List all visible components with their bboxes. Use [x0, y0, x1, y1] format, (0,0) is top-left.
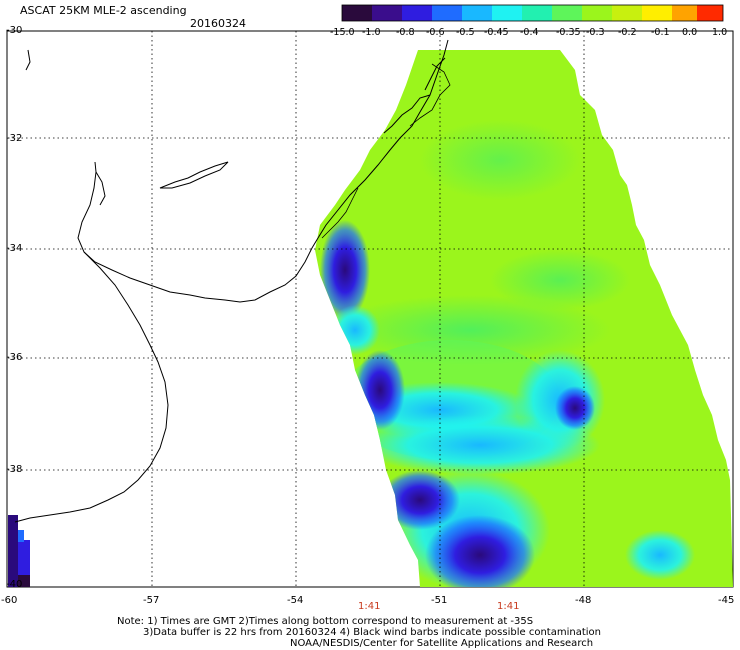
- lat-label-30: -30: [6, 25, 23, 36]
- colorbar-label: -0.45: [484, 27, 509, 38]
- pass-time-label: 1:41: [497, 601, 520, 612]
- lat-label-32: -32: [6, 133, 23, 144]
- lon-label-48: -48: [575, 595, 592, 606]
- colorbar-label: -15.0: [330, 27, 355, 38]
- footer-credit: NOAA/NESDIS/Center for Satellite Applica…: [290, 638, 594, 649]
- coastline: [14, 39, 449, 523]
- lat-label-38: -38: [6, 464, 23, 475]
- map-date: 20160324: [190, 17, 246, 30]
- lagoons: [321, 63, 451, 239]
- footer-note-2: 3)Data buffer is 22 hrs from 20160324 4)…: [143, 627, 601, 638]
- map-title: ASCAT 25KM MLE-2 ascending: [20, 4, 187, 17]
- graticule: [8, 31, 733, 587]
- colorbar-label: -0.2: [618, 27, 637, 38]
- colorbar-label: -0.1: [651, 27, 670, 38]
- wind-data-patch-southwest: [8, 515, 30, 587]
- lon-label-60: -60: [1, 595, 18, 606]
- colorbar-label: 1.0: [712, 27, 728, 38]
- colorbar-label: -0.8: [396, 27, 415, 38]
- footer-note-1: Note: 1) Times are GMT 2)Times along bot…: [117, 616, 534, 627]
- lat-label-36: -36: [6, 352, 23, 363]
- colorbar: [341, 4, 724, 22]
- colorbar-label: 0.0: [682, 27, 698, 38]
- colorbar-label: -0.3: [586, 27, 605, 38]
- wind-data-swath: [315, 50, 733, 587]
- lon-label-45: -45: [718, 595, 735, 606]
- lon-label-54: -54: [287, 595, 304, 606]
- colorbar-label: -0.4: [520, 27, 539, 38]
- colorbar-label: -0.35: [556, 27, 581, 38]
- lat-label-34: -34: [6, 243, 23, 254]
- lon-label-51: -51: [431, 595, 448, 606]
- colorbar-label: -1.0: [362, 27, 381, 38]
- lon-label-57: -57: [143, 595, 160, 606]
- colorbar-label: -0.6: [426, 27, 445, 38]
- colorbar-label: -0.5: [456, 27, 475, 38]
- map-frame: [6, 30, 734, 588]
- pass-time-label: 1:41: [358, 601, 381, 612]
- lat-label-40: -40: [6, 579, 23, 590]
